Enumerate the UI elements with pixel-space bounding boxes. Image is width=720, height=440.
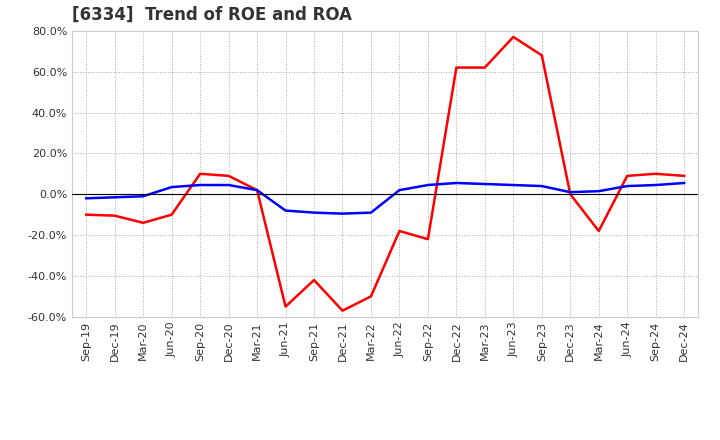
ROE bbox=[253, 187, 261, 193]
ROA bbox=[282, 208, 290, 213]
ROE bbox=[139, 220, 148, 225]
ROE bbox=[652, 171, 660, 176]
ROE bbox=[509, 34, 518, 40]
ROE bbox=[310, 277, 318, 282]
ROE bbox=[167, 212, 176, 217]
ROA bbox=[196, 183, 204, 188]
ROA bbox=[139, 194, 148, 199]
ROA bbox=[110, 194, 119, 200]
ROA bbox=[480, 181, 489, 187]
ROA bbox=[338, 211, 347, 216]
ROE bbox=[282, 304, 290, 309]
ROA bbox=[395, 187, 404, 193]
ROE bbox=[595, 228, 603, 234]
ROE bbox=[366, 294, 375, 299]
Legend: ROE, ROA: ROE, ROA bbox=[305, 436, 466, 440]
ROE bbox=[452, 65, 461, 70]
Line: ROE: ROE bbox=[86, 37, 684, 311]
ROA bbox=[623, 183, 631, 189]
ROA bbox=[652, 183, 660, 188]
ROA bbox=[310, 210, 318, 215]
ROE bbox=[423, 237, 432, 242]
ROA bbox=[452, 180, 461, 186]
ROE bbox=[395, 228, 404, 234]
Text: [6334]  Trend of ROE and ROA: [6334] Trend of ROE and ROA bbox=[72, 6, 352, 24]
ROA bbox=[82, 196, 91, 201]
ROE bbox=[225, 173, 233, 179]
ROA bbox=[509, 183, 518, 188]
ROE bbox=[110, 213, 119, 218]
ROA bbox=[680, 180, 688, 186]
ROE bbox=[338, 308, 347, 313]
ROA bbox=[595, 188, 603, 194]
ROE bbox=[566, 191, 575, 197]
ROA bbox=[366, 210, 375, 215]
ROE bbox=[680, 173, 688, 179]
ROE bbox=[196, 171, 204, 176]
Line: ROA: ROA bbox=[86, 183, 684, 214]
ROE bbox=[537, 53, 546, 58]
ROA bbox=[167, 184, 176, 190]
ROA bbox=[253, 187, 261, 193]
ROE bbox=[82, 212, 91, 217]
ROA bbox=[566, 190, 575, 195]
ROE bbox=[480, 65, 489, 70]
ROA bbox=[225, 183, 233, 188]
ROA bbox=[537, 183, 546, 189]
ROE bbox=[623, 173, 631, 179]
ROA bbox=[423, 183, 432, 188]
